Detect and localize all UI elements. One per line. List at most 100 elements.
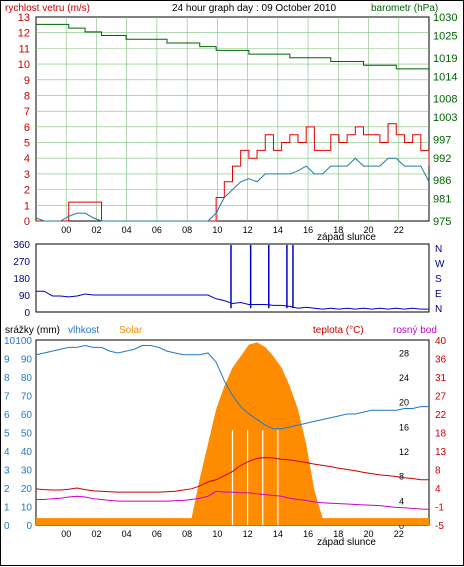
wind-tick-label: 7 [24, 106, 30, 118]
pressure-tick-label: 981 [433, 194, 451, 206]
weather-x-tick-label: 08 [182, 529, 192, 539]
wind-tick-label: 10 [18, 59, 30, 71]
compass-tick-label: E [435, 289, 442, 300]
temperature-tick-label: 22 [435, 410, 447, 421]
rain-tick-label: 4 [4, 447, 10, 458]
humidity-tick-label: 80 [21, 373, 33, 384]
wind-x-tick-label: 06 [152, 225, 162, 235]
weather-x-tick-label: 00 [61, 529, 71, 539]
humidity-tick-label: 0 [26, 521, 32, 532]
temperature-tick-label: 40 [435, 336, 447, 347]
wind-tick-label: 13 [18, 12, 30, 24]
rain-tick-label: 1 [4, 503, 10, 514]
chart-title: 24 hour graph day : 09 October 2010 [172, 3, 336, 14]
rain-tick-label: 0 [4, 521, 10, 532]
rain-tick-label: 5 [4, 429, 10, 440]
direction-line [36, 290, 429, 310]
solar-tick-label: 20 [399, 398, 409, 408]
pressure-tick-label: 992 [433, 153, 451, 165]
wind-x-tick-label: 00 [61, 225, 71, 235]
temperature-line [35, 457, 429, 493]
temperature-tick-label: 18 [435, 429, 447, 440]
humidity-tick-label: 20 [21, 484, 33, 495]
direction-tick-label: 360 [13, 240, 30, 251]
wind-x-tick-label: 10 [212, 225, 222, 235]
wind-tick-label: 9 [24, 75, 30, 87]
temperature-tick-label: -5 [435, 521, 444, 532]
wind-tick-label: 4 [24, 153, 30, 165]
direction-tick-label: 270 [13, 257, 30, 268]
wind-x-tick-label: 08 [182, 225, 192, 235]
rain-tick-label: 10 [4, 336, 16, 347]
solar-tick-label: 28 [399, 348, 409, 358]
pressure-line [36, 23, 429, 70]
wind-tick-label: 12 [18, 28, 30, 40]
compass-tick-label: S [435, 274, 442, 285]
weather-x-tick-label: 16 [303, 529, 313, 539]
wind-x-tick-label: 02 [91, 225, 101, 235]
temperature-tick-label: 31 [435, 373, 447, 384]
wind-x-tick-label: 04 [122, 225, 132, 235]
temperature-tick-label: 4 [435, 484, 441, 495]
pressure-tick-label: 1014 [433, 71, 457, 83]
solar-tick-label: 16 [399, 422, 409, 432]
weather-x-tick-label: 22 [394, 529, 404, 539]
weather-x-tick-label: 14 [273, 529, 283, 539]
weather-x-tick-label: 10 [212, 529, 222, 539]
humidity-tick-label: 90 [21, 355, 33, 366]
pressure-tick-label: 975 [433, 216, 451, 228]
wind-x-tick-label: 18 [333, 225, 343, 235]
pressure-tick-label: 1030 [433, 12, 457, 24]
pressure-tick-label: 1003 [433, 112, 457, 124]
direction-tick-label: 180 [13, 274, 30, 285]
humidity-tick-label: 40 [21, 447, 33, 458]
wind-x-tick-label: 20 [364, 225, 374, 235]
wind-tick-label: 11 [19, 43, 30, 55]
legend-humidity: vlhkost [68, 325, 99, 336]
weather-x-tick-label: 18 [333, 529, 343, 539]
humidity-tick-label: 50 [21, 429, 33, 440]
solar-tick-label: 0 [399, 521, 404, 531]
compass-tick-label: N [435, 304, 442, 315]
weather-x-tick-label: 04 [122, 529, 132, 539]
pressure-tick-label: 1025 [433, 31, 457, 43]
direction-plot-area [35, 243, 430, 313]
legend-rain: srážky (mm) [5, 325, 60, 336]
weather-x-tick-label: 20 [364, 529, 374, 539]
pressure-tick-label: 997 [433, 134, 451, 146]
weather-x-tick-label: 06 [152, 529, 162, 539]
direction-tick-label: 0 [24, 308, 30, 319]
compass-tick-label: W [435, 259, 445, 270]
dewpoint-line [36, 490, 430, 510]
wind-x-tick-label: 22 [394, 225, 404, 235]
wind-tick-label: 8 [24, 90, 30, 102]
wind-gust-line [36, 123, 430, 222]
humidity-line [35, 345, 429, 430]
pressure-tick-label: 1019 [433, 53, 457, 65]
direction-tick-label: 90 [19, 291, 31, 302]
humidity-tick-label: 10 [21, 503, 33, 514]
rain-tick-label: 7 [4, 392, 10, 403]
legend-temperature: teplota (°C) [313, 325, 364, 336]
solar-tick-label: 4 [399, 496, 404, 506]
compass-tick-label: N [435, 244, 442, 255]
weather-x-tick-label: 02 [91, 529, 101, 539]
wind-tick-label: 6 [24, 122, 30, 134]
humidity-tick-label: 100 [15, 336, 32, 347]
humidity-tick-label: 60 [21, 410, 33, 421]
weather-x-tick-label: 12 [243, 529, 253, 539]
humidity-tick-label: 70 [21, 392, 33, 403]
rain-tick-label: 8 [4, 373, 10, 384]
wind-x-tick-label: 12 [243, 225, 253, 235]
temperature-tick-label: 13 [435, 447, 447, 458]
sunset-label-bottom: západ slunce [317, 537, 376, 548]
wind-tick-label: 0 [24, 216, 30, 228]
rain-tick-label: 9 [4, 355, 10, 366]
wind-average-line [35, 157, 430, 222]
pressure-tick-label: 1008 [433, 94, 457, 106]
wind-x-tick-label: 16 [303, 225, 313, 235]
wind-tick-label: 5 [24, 138, 30, 150]
pressure-axis-title: barometr (hPa) [371, 3, 438, 14]
